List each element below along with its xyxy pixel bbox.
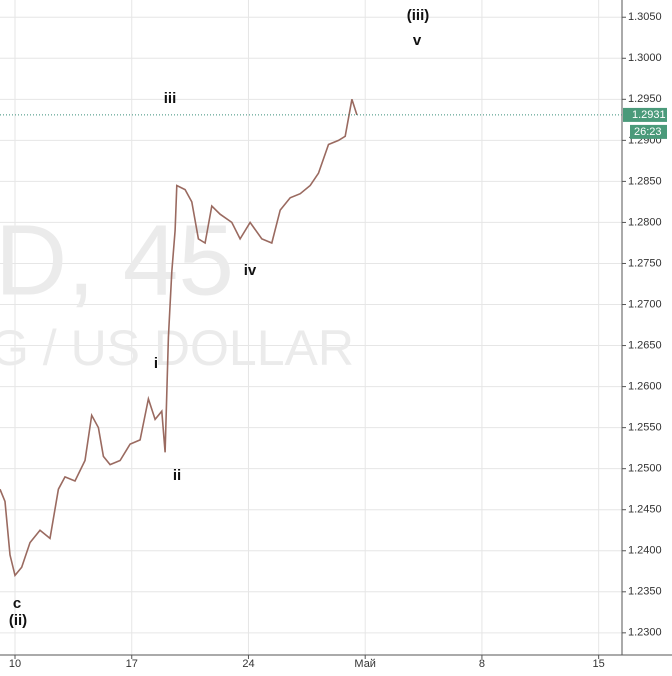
y-tick-label: 1.2850 [628,175,662,187]
price-line [0,99,358,578]
x-tick-label: 10 [9,658,21,670]
last-price-label: 1.2931 [632,109,666,121]
y-tick-label: 1.2600 [628,381,662,393]
y-tick-label: 1.2700 [628,298,662,310]
y-tick-label: 1.2650 [628,339,662,351]
x-tick-label: Май [354,658,376,670]
watermark: G / US DOLLAR [0,320,354,376]
x-tick-label: 17 [126,658,138,670]
countdown-box [630,124,667,139]
y-tick-label: 1.2550 [628,422,662,434]
y-tick-label: 1.2800 [628,216,662,228]
price-box [623,107,667,122]
y-tick-label: 1.3000 [628,52,662,64]
x-tick-label: 15 [593,658,605,670]
wave-label: iii [164,90,177,107]
watermark: D, 45 [0,204,234,316]
x-tick-label: 8 [479,658,485,670]
wave-label: ii [173,467,181,484]
y-tick-label: 1.2500 [628,463,662,475]
wave-label: c [13,595,21,612]
x-tick-label: 24 [242,658,254,670]
wave-label: (ii) [9,612,27,629]
y-tick-label: 1.2350 [628,586,662,598]
y-tick-label: 1.2400 [628,545,662,557]
y-tick-label: 1.2450 [628,504,662,516]
wave-label: v [413,32,422,49]
wave-label: iv [244,262,257,279]
y-tick-label: 1.2950 [628,93,662,105]
wave-label: (iii) [407,7,430,24]
y-tick-label: 1.2300 [628,627,662,639]
wave-label: i [154,355,158,372]
y-tick-label: 1.2750 [628,257,662,269]
countdown-label: 26:23 [634,126,662,138]
grid [0,0,622,655]
y-tick-label: 1.3050 [628,11,662,23]
